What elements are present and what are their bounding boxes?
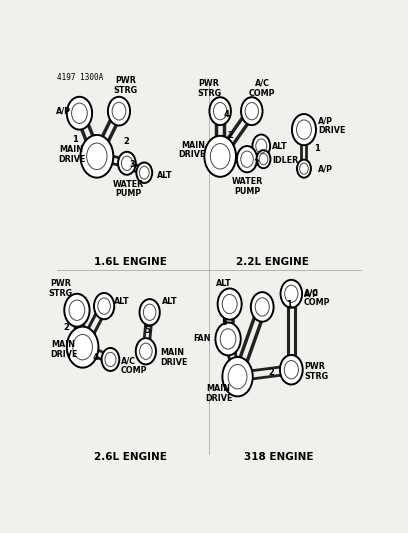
Text: 1: 1 [72,134,78,143]
Text: ALT: ALT [162,297,177,306]
Text: 4: 4 [93,353,99,362]
Circle shape [67,97,92,130]
Text: 1: 1 [314,144,319,154]
Circle shape [80,135,113,177]
Text: PWR
STRG: PWR STRG [49,279,73,298]
Circle shape [215,322,241,356]
Circle shape [217,288,242,320]
Text: MAIN
DRIVE: MAIN DRIVE [50,340,78,359]
Text: A/C
COMP: A/C COMP [304,288,330,307]
Text: 5: 5 [222,318,227,327]
Text: 4: 4 [224,109,229,118]
Text: 2.2L ENGINE: 2.2L ENGINE [236,257,309,267]
Circle shape [251,292,274,322]
Circle shape [292,114,316,145]
Circle shape [241,97,262,125]
Text: ALT: ALT [114,297,130,306]
Text: 2: 2 [269,368,275,377]
Text: PWR
STRG: PWR STRG [113,76,137,95]
Circle shape [222,357,253,397]
Text: WATER
PUMP: WATER PUMP [231,177,263,196]
Text: 2.6L ENGINE: 2.6L ENGINE [93,452,166,462]
Circle shape [94,293,114,319]
Circle shape [118,152,136,175]
Text: A/P: A/P [304,289,319,298]
Text: 1: 1 [286,300,292,309]
Circle shape [204,136,236,177]
Text: 3: 3 [253,159,259,168]
Text: ALT: ALT [215,279,231,288]
Circle shape [237,146,257,172]
Circle shape [281,280,302,308]
Circle shape [280,355,303,384]
Text: A/P: A/P [55,107,71,116]
Circle shape [253,134,270,158]
Text: PWR
STRG: PWR STRG [305,362,329,381]
Text: 4197 1300A: 4197 1300A [57,73,104,82]
Text: 2: 2 [227,131,233,140]
Circle shape [102,348,119,371]
Text: A/P
DRIVE: A/P DRIVE [318,116,346,135]
Circle shape [108,97,130,126]
Text: 318 ENGINE: 318 ENGINE [244,452,313,462]
Text: MAIN
DRIVE: MAIN DRIVE [58,145,85,164]
Text: FAN: FAN [193,334,211,343]
Circle shape [136,163,152,183]
Text: MAIN
DRIVE: MAIN DRIVE [205,384,232,403]
Text: A/P: A/P [318,164,333,173]
Text: 2: 2 [63,323,69,332]
Text: MAIN
DRIVE: MAIN DRIVE [160,348,187,367]
Text: 1.6L ENGINE: 1.6L ENGINE [93,257,166,267]
Text: A/C
COMP: A/C COMP [249,79,275,98]
Text: IDLER: IDLER [273,156,299,165]
Circle shape [209,97,231,125]
Text: 5: 5 [144,326,151,335]
Text: ALT: ALT [273,142,288,150]
Text: A/C
COMP: A/C COMP [121,356,147,375]
Circle shape [257,150,271,168]
Circle shape [67,327,98,368]
Text: 2: 2 [123,136,129,146]
Circle shape [64,294,90,327]
Text: ALT: ALT [157,171,173,180]
Circle shape [136,338,156,365]
Circle shape [140,299,160,325]
Text: WATER
PUMP: WATER PUMP [113,180,144,198]
Circle shape [297,159,311,177]
Text: 3: 3 [130,160,135,169]
Text: MAIN
DRIVE: MAIN DRIVE [178,141,205,159]
Text: PWR
STRG: PWR STRG [197,79,221,98]
